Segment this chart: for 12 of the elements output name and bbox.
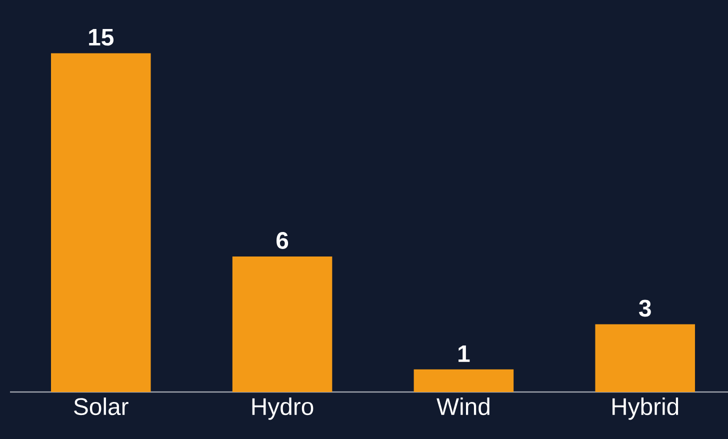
data-label: 6 [276,232,288,249]
x-tick-label: Hybrid [612,398,678,420]
bar [50,53,151,392]
x-tick-label: Hydro [252,398,314,420]
bar [595,324,695,392]
bar [232,256,332,392]
bar [414,369,514,392]
x-tick-label: Wind [436,398,490,416]
x-tick-label: Solar [74,398,128,416]
data-label: 1 [458,345,470,362]
data-label: 15 [89,28,114,46]
data-label: 3 [639,300,651,317]
